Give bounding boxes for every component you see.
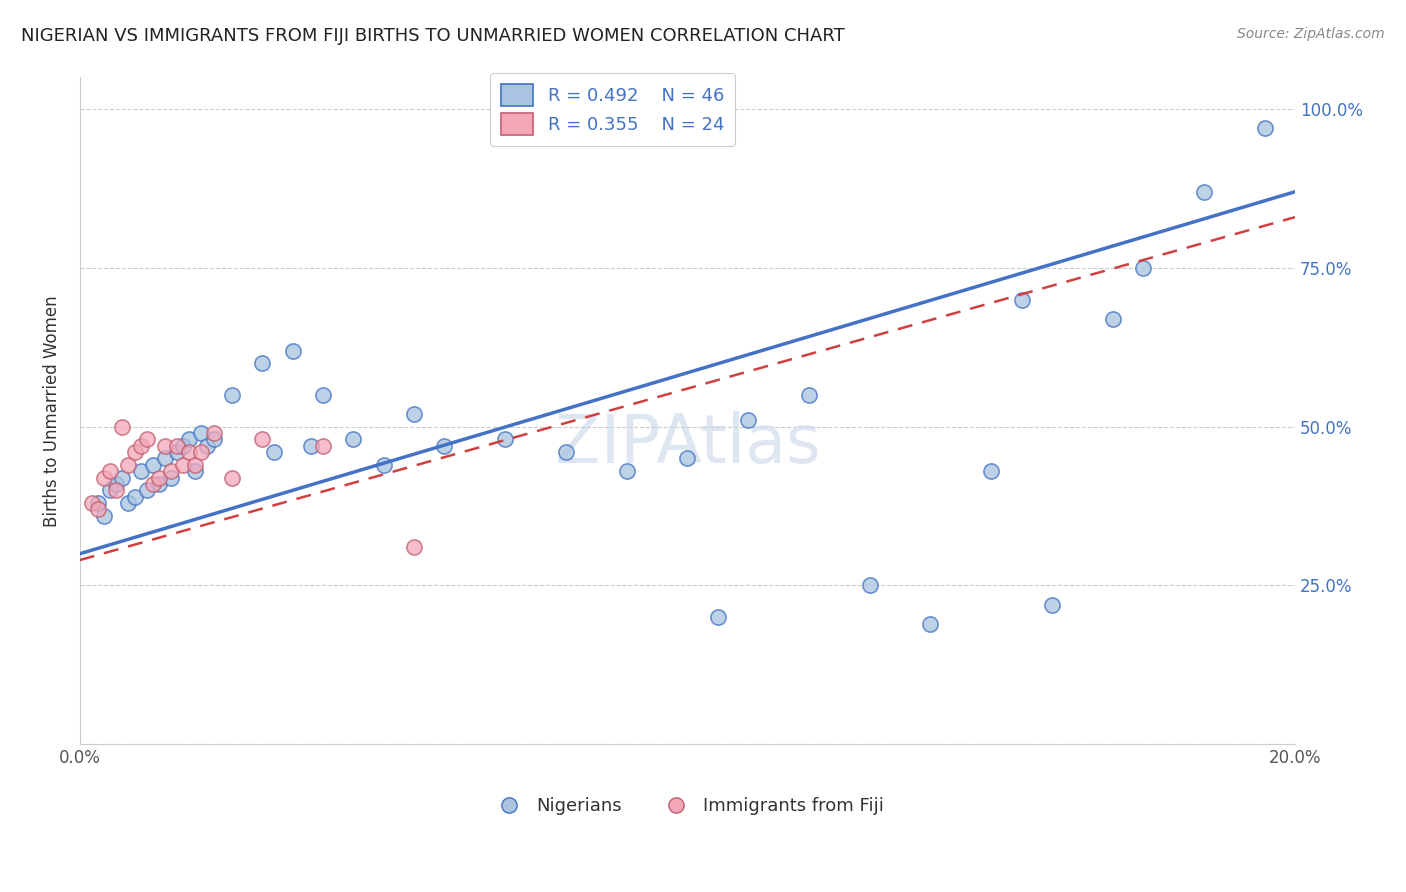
Point [184, 464, 207, 478]
Point [676, 451, 699, 466]
Point [312, 388, 335, 402]
Point [707, 610, 730, 624]
Point [342, 433, 364, 447]
Point [373, 458, 395, 472]
Point [184, 458, 207, 472]
Point [179, 445, 201, 459]
Point [616, 464, 638, 478]
Point [555, 445, 578, 459]
Point [433, 439, 456, 453]
Point [250, 433, 273, 447]
Point [160, 470, 183, 484]
Point [402, 407, 425, 421]
Point [312, 439, 335, 453]
Point [172, 458, 194, 472]
Y-axis label: Births to Unmarried Women: Births to Unmarried Women [44, 295, 60, 526]
Point [179, 433, 201, 447]
Point [797, 388, 820, 402]
Point [148, 470, 170, 484]
Point [111, 419, 134, 434]
Point [98, 464, 121, 478]
Point [221, 470, 243, 484]
Point [221, 388, 243, 402]
Point [98, 483, 121, 498]
Point [129, 439, 152, 453]
Point [153, 451, 176, 466]
Point [250, 356, 273, 370]
Point [197, 439, 219, 453]
Point [142, 476, 165, 491]
Point [142, 458, 165, 472]
Point [166, 439, 188, 453]
Point [1132, 260, 1154, 275]
Point [166, 445, 188, 459]
Point [135, 433, 157, 447]
Point [93, 508, 115, 523]
Point [105, 483, 128, 498]
Point [117, 496, 139, 510]
Point [117, 458, 139, 472]
Text: Source: ZipAtlas.com: Source: ZipAtlas.com [1237, 27, 1385, 41]
Text: ZIPAtlas: ZIPAtlas [554, 411, 820, 477]
Point [190, 445, 212, 459]
Point [859, 578, 882, 592]
Point [124, 490, 146, 504]
Point [135, 483, 157, 498]
Point [93, 470, 115, 484]
Point [153, 439, 176, 453]
Point [172, 439, 194, 453]
Text: NIGERIAN VS IMMIGRANTS FROM FIJI BIRTHS TO UNMARRIED WOMEN CORRELATION CHART: NIGERIAN VS IMMIGRANTS FROM FIJI BIRTHS … [21, 27, 845, 45]
Point [920, 616, 942, 631]
Point [148, 476, 170, 491]
Point [111, 470, 134, 484]
Point [80, 496, 103, 510]
Point [980, 464, 1002, 478]
Point [105, 476, 128, 491]
Point [202, 425, 225, 440]
Point [190, 425, 212, 440]
Point [402, 541, 425, 555]
Point [299, 439, 322, 453]
Point [87, 502, 110, 516]
Point [737, 413, 759, 427]
Point [160, 464, 183, 478]
Point [263, 445, 285, 459]
Point [281, 343, 304, 358]
Point [494, 433, 516, 447]
Point [1253, 121, 1275, 136]
Point [1101, 311, 1123, 326]
Legend: Nigerians, Immigrants from Fiji: Nigerians, Immigrants from Fiji [484, 790, 891, 822]
Point [1011, 293, 1033, 307]
Point [1040, 598, 1063, 612]
Point [1192, 185, 1215, 199]
Point [202, 433, 225, 447]
Point [124, 445, 146, 459]
Point [129, 464, 152, 478]
Point [87, 496, 110, 510]
